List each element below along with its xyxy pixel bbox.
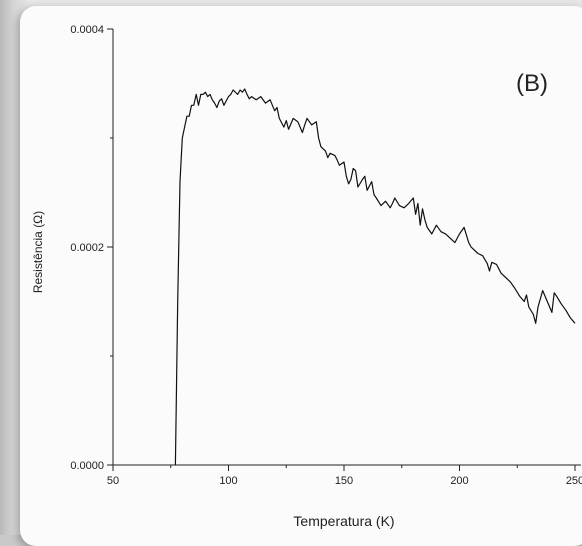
resistance-series-line bbox=[174, 88, 576, 466]
x-tick-label: 200 bbox=[450, 475, 468, 487]
axes bbox=[112, 29, 581, 466]
panel-label: (B) bbox=[516, 70, 548, 97]
x-tick-label: 100 bbox=[219, 475, 237, 487]
x-tick-label: 150 bbox=[335, 475, 353, 487]
x-tick-label: 250 bbox=[566, 475, 582, 487]
y-tick-label: 0.0000 bbox=[70, 460, 104, 472]
figure-panel bbox=[20, 6, 582, 546]
y-ticks: 0.0000 0.0002 0.0004 bbox=[70, 24, 113, 472]
resistance-temperature-chart: 50 100 150 200 250 0.0000 0.0002 0.0004 (B) Te… bbox=[31, 24, 582, 529]
x-axis-title: Temperatura (K) bbox=[293, 513, 394, 529]
y-axis-title: Resistência (Ω) bbox=[31, 211, 45, 293]
y-tick-label: 0.0002 bbox=[70, 242, 104, 254]
x-tick-label: 50 bbox=[107, 475, 119, 487]
y-tick-label: 0.0004 bbox=[70, 24, 104, 36]
x-ticks: 50 100 150 200 250 bbox=[107, 465, 582, 487]
